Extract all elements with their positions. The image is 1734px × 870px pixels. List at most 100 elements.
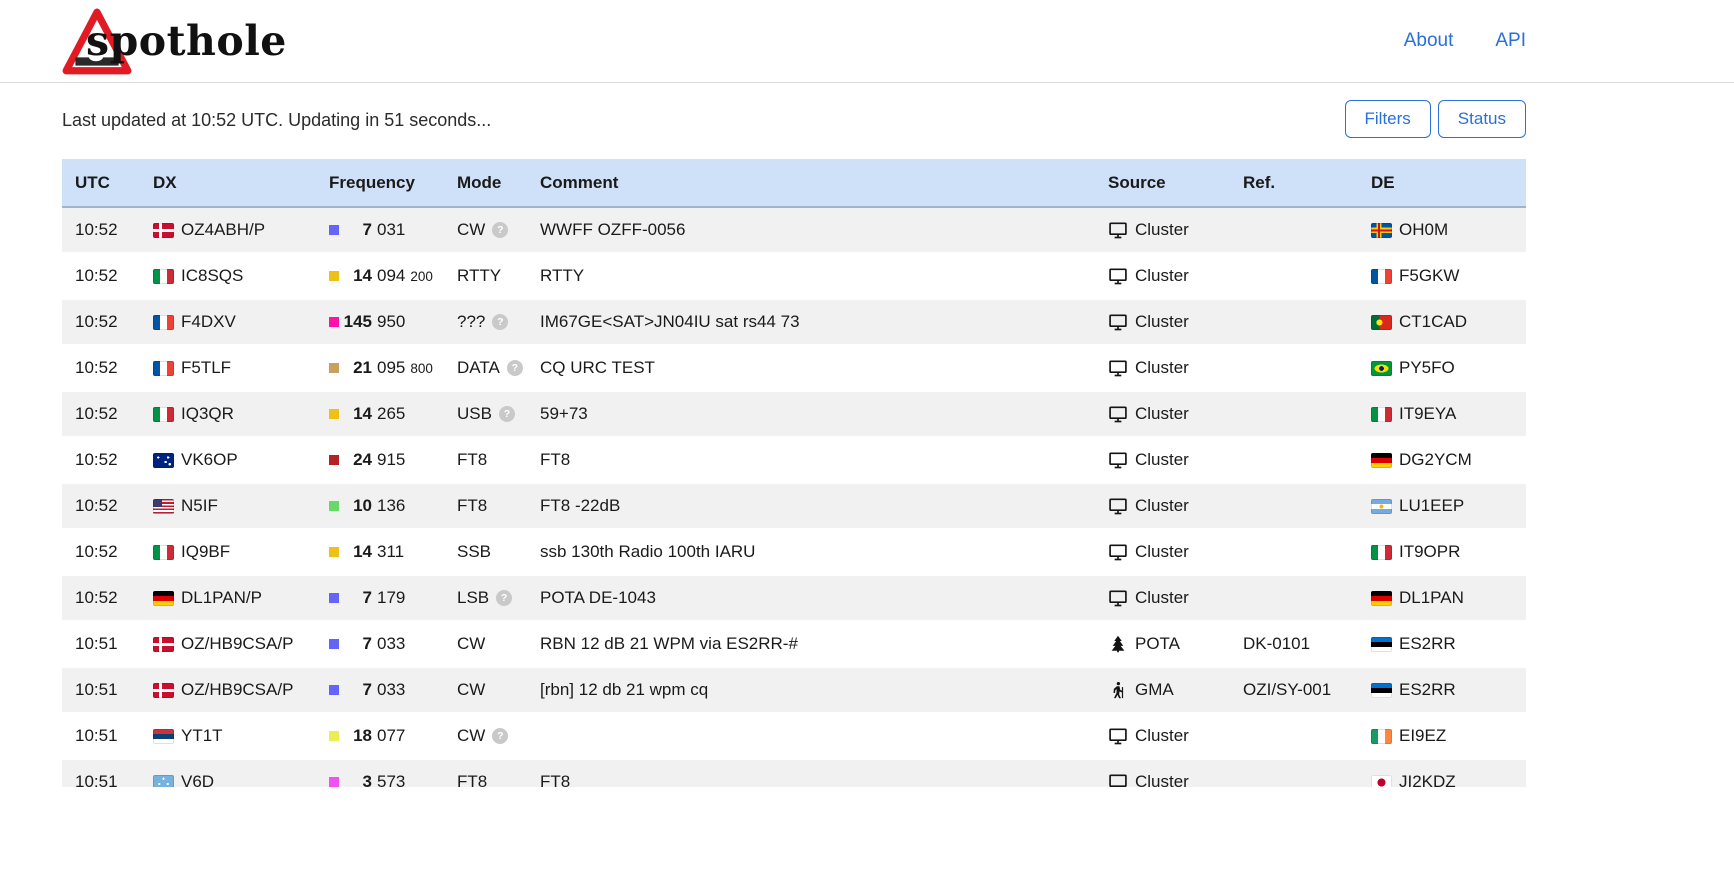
dx-call[interactable]: OZ4ABH/P (181, 220, 266, 239)
comment-cell: CQ URC TEST (540, 358, 655, 377)
de-call[interactable]: DG2YCM (1399, 450, 1472, 469)
dx-call[interactable]: IC8SQS (181, 266, 244, 285)
comment-cell: RTTY (540, 266, 585, 285)
band-swatch (329, 455, 339, 465)
spot-table-container: UTC DX Frequency Mode Comment Source Ref… (62, 159, 1526, 787)
source-label: Cluster (1135, 312, 1189, 331)
flag-ie-icon (1371, 728, 1392, 744)
col-header-ref: Ref. (1230, 159, 1358, 208)
mode-label: DATA (457, 358, 500, 377)
band-swatch (329, 685, 339, 695)
freq-hz: 200 (410, 268, 433, 284)
brand-name: spothole (86, 17, 287, 65)
comment-cell: [rbn] 12 db 21 wpm cq (527, 667, 1095, 713)
de-call[interactable]: EI9EZ (1399, 726, 1447, 745)
spot-table-body: 10:52 OZ4ABH/P 7 031 CW ? WWFF OZFF-0056 (62, 207, 1526, 787)
flag-it-icon (1371, 544, 1392, 560)
mode-label: ??? (457, 312, 486, 331)
dx-call[interactable]: IQ9BF (181, 542, 231, 561)
col-header-mode: Mode (444, 159, 527, 208)
mode-label: USB (457, 404, 492, 423)
utc-cell: 10:52 (75, 542, 118, 561)
de-call[interactable]: F5GKW (1399, 266, 1460, 285)
spot-row: 10:52 OZ4ABH/P 7 031 CW ? WWFF OZFF-0056 (62, 207, 1526, 253)
dx-call[interactable]: IQ3QR (181, 404, 234, 423)
mode-help-icon[interactable]: ? (506, 360, 523, 376)
band-swatch (329, 225, 339, 235)
dx-call[interactable]: N5IF (181, 496, 218, 515)
status-button[interactable]: Status (1437, 100, 1526, 138)
freq-mhz: 21 (353, 358, 372, 377)
freq-mhz: 14 (353, 542, 372, 561)
de-call[interactable]: ES2RR (1399, 680, 1456, 699)
monitor-icon (1108, 726, 1128, 746)
de-call[interactable]: LU1EEP (1399, 496, 1465, 515)
dx-call[interactable]: F5TLF (181, 358, 232, 377)
monitor-icon (1108, 588, 1128, 608)
band-swatch (329, 639, 339, 649)
dx-call[interactable]: DL1PAN/P (181, 588, 262, 607)
flag-it-icon (1371, 406, 1392, 422)
spot-row: 10:51 OZ/HB9CSA/P 7 033 CW ? RBN 12 dB 2… (62, 621, 1526, 667)
comment-cell: ssb 130th Radio 100th IARU (540, 542, 756, 561)
flag-jp-icon (1371, 774, 1392, 787)
dx-call[interactable]: YT1T (181, 726, 223, 745)
band-swatch (329, 593, 339, 603)
mode-help-icon[interactable]: ? (492, 314, 509, 330)
dx-call[interactable]: F4DXV (181, 312, 236, 331)
band-swatch (329, 271, 339, 281)
spot-row: 10:52 DL1PAN/P 7 179 LSB ? POTA DE-1043 (62, 575, 1526, 621)
mode-help-icon[interactable]: ? (498, 406, 515, 422)
comment-cell: RBN 12 dB 21 WPM via ES2RR-# (540, 634, 798, 653)
utc-cell: 10:52 (75, 358, 118, 377)
dx-call[interactable]: OZ/HB9CSA/P (181, 680, 294, 699)
ref-cell (1230, 575, 1358, 621)
flag-it-icon (153, 544, 174, 560)
dx-call[interactable]: V6D (181, 772, 215, 787)
de-call[interactable]: CT1CAD (1399, 312, 1468, 331)
flag-de-icon (1371, 452, 1392, 468)
utc-cell: 10:52 (62, 575, 140, 621)
utc-cell: 10:52 (62, 299, 140, 345)
mode-help-icon[interactable]: ? (492, 222, 509, 238)
flag-fr-icon (153, 360, 174, 376)
flag-de-icon (1371, 590, 1392, 606)
toolbar: Filters Status (1344, 100, 1526, 138)
filters-button[interactable]: Filters (1344, 100, 1431, 138)
status-bar: Last updated at 10:52 UTC. Updating in 5… (62, 100, 1526, 138)
mode-label: FT8 (457, 496, 488, 515)
freq-khz: 265 (377, 404, 406, 423)
de-call[interactable]: OH0M (1399, 220, 1449, 239)
nav-api-link[interactable]: API (1495, 30, 1526, 51)
de-call[interactable]: PY5FO (1399, 358, 1455, 377)
freq-khz: 311 (377, 542, 405, 561)
monitor-icon (1108, 358, 1128, 378)
flag-pt-icon (1371, 314, 1392, 330)
utc-cell: 10:51 (75, 726, 118, 745)
spot-row: 10:51 OZ/HB9CSA/P 7 033 CW ? [rbn] 12 db… (62, 667, 1526, 713)
mode-label: CW (457, 220, 486, 239)
de-call[interactable]: JI2KDZ (1399, 772, 1456, 787)
col-header-utc: UTC (62, 159, 140, 208)
monitor-icon (1108, 496, 1128, 516)
nav-about-link[interactable]: About (1403, 30, 1454, 51)
flag-it-icon (153, 406, 174, 422)
mode-help-icon[interactable]: ? (492, 728, 509, 744)
de-call[interactable]: DL1PAN (1399, 588, 1464, 607)
mode-help-icon[interactable]: ? (496, 590, 513, 606)
de-call[interactable]: IT9EYA (1399, 404, 1457, 423)
brand-logo[interactable]: spothole (62, 0, 287, 83)
hiker-icon (1108, 680, 1128, 700)
utc-cell: 10:51 (75, 634, 118, 653)
ref-cell (1230, 437, 1358, 483)
de-call[interactable]: ES2RR (1399, 634, 1456, 653)
freq-khz: 573 (377, 772, 406, 787)
flag-us-icon (153, 498, 174, 514)
dx-call[interactable]: OZ/HB9CSA/P (181, 634, 294, 653)
utc-cell: 10:52 (62, 207, 140, 253)
de-call[interactable]: IT9OPR (1399, 542, 1461, 561)
col-header-de: DE (1358, 159, 1526, 208)
dx-call[interactable]: VK6OP (181, 450, 238, 469)
band-swatch (329, 777, 339, 787)
flag-dk-icon (153, 682, 174, 698)
